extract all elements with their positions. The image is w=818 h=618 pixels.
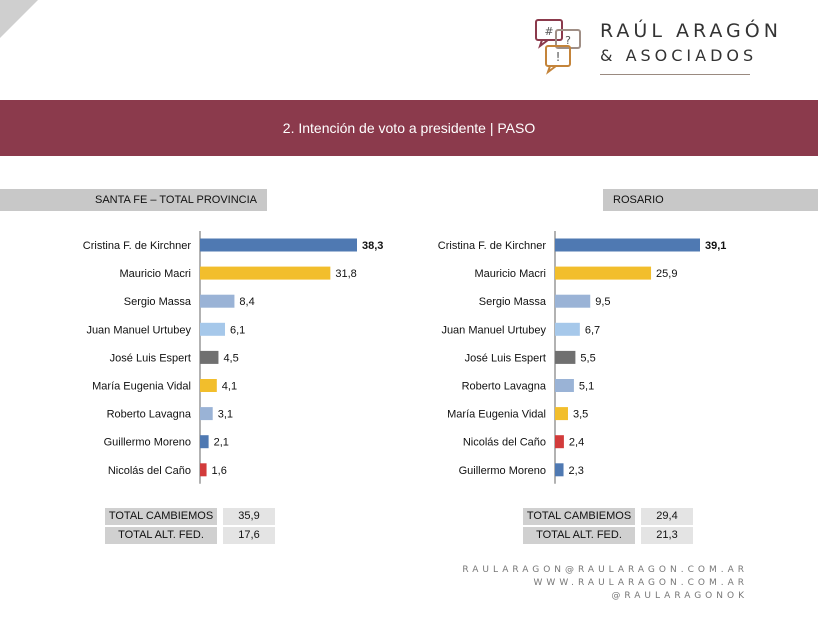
category-label: María Eugenia Vidal bbox=[92, 381, 191, 393]
data-label: 3,1 bbox=[218, 409, 233, 421]
category-label: Nicolás del Caño bbox=[108, 465, 191, 477]
category-label: Juan Manuel Urtubey bbox=[86, 324, 191, 336]
category-label: José Luis Espert bbox=[110, 352, 191, 364]
bar bbox=[555, 379, 574, 392]
brand-name-line1: RAÚL ARAGÓN bbox=[600, 20, 782, 42]
category-label: Mauricio Macri bbox=[119, 268, 191, 280]
region-title: SANTA FE – TOTAL PROVINCIA bbox=[95, 194, 257, 206]
category-label: Guillermo Moreno bbox=[104, 437, 191, 449]
bar bbox=[555, 238, 700, 252]
data-label: 8,4 bbox=[239, 296, 254, 308]
category-label: Mauricio Macri bbox=[474, 268, 546, 280]
data-label: 25,9 bbox=[656, 268, 677, 280]
region-title: ROSARIO bbox=[613, 194, 664, 206]
totals-value: 29,4 bbox=[641, 508, 693, 525]
bar bbox=[200, 294, 235, 308]
data-label: 39,1 bbox=[705, 240, 726, 252]
logo-glyph: ? bbox=[565, 34, 571, 47]
region-header-santa-fe: SANTA FE – TOTAL PROVINCIA bbox=[0, 189, 267, 211]
data-label: 5,1 bbox=[579, 381, 594, 393]
brand-name: RAÚL ARAGÓN & ASOCIADOS bbox=[600, 20, 782, 65]
category-label: Guillermo Moreno bbox=[459, 465, 546, 477]
brand-logo: # ? ! RAÚL ARAGÓN & ASOCIADOS bbox=[534, 18, 804, 78]
data-label: 6,1 bbox=[230, 324, 245, 336]
data-label: 38,3 bbox=[362, 240, 383, 252]
page-title: 2. Intención de voto a presidente | PASO bbox=[282, 120, 536, 136]
data-label: 2,1 bbox=[214, 437, 229, 449]
data-label: 2,3 bbox=[569, 465, 584, 477]
corner-decoration bbox=[0, 0, 38, 38]
footer-social: @RAULARAGONOK bbox=[611, 591, 748, 601]
category-label: Cristina F. de Kirchner bbox=[83, 240, 192, 252]
bar bbox=[200, 407, 213, 421]
data-label: 4,5 bbox=[223, 352, 238, 364]
bar bbox=[555, 294, 591, 308]
data-label: 4,1 bbox=[222, 381, 237, 393]
category-label: Juan Manuel Urtubey bbox=[441, 324, 546, 336]
data-label: 1,6 bbox=[212, 465, 227, 477]
logo-glyph: # bbox=[544, 25, 553, 38]
region-header-rosario: ROSARIO bbox=[603, 189, 818, 211]
brand-divider bbox=[600, 74, 750, 75]
category-label: José Luis Espert bbox=[465, 352, 546, 364]
totals-label: TOTAL CAMBIEMOS bbox=[523, 508, 635, 525]
category-label: Roberto Lavagna bbox=[107, 409, 192, 421]
category-label: María Eugenia Vidal bbox=[447, 409, 546, 421]
bar bbox=[200, 266, 331, 280]
totals-value: 17,6 bbox=[223, 527, 275, 544]
bar bbox=[200, 350, 219, 364]
category-label: Roberto Lavagna bbox=[462, 381, 547, 393]
category-label: Nicolás del Caño bbox=[463, 437, 546, 449]
data-label: 3,5 bbox=[573, 409, 588, 421]
footer-email: RAULARAGON@RAULARAGON.COM.AR bbox=[462, 565, 748, 575]
bar bbox=[200, 379, 217, 392]
bar bbox=[555, 435, 564, 449]
category-label: Sergio Massa bbox=[124, 296, 192, 308]
bar bbox=[555, 350, 576, 364]
contact-footer: RAULARAGON@RAULARAGON.COM.AR WWW.RAULARA… bbox=[462, 564, 748, 603]
bar bbox=[200, 322, 226, 336]
totals-value: 21,3 bbox=[641, 527, 693, 544]
bar bbox=[555, 463, 564, 477]
brand-name-line2: & ASOCIADOS bbox=[600, 46, 758, 65]
totals-label: TOTAL CAMBIEMOS bbox=[105, 508, 217, 525]
bar bbox=[200, 238, 357, 252]
bar bbox=[555, 266, 652, 280]
title-band: 2. Intención de voto a presidente | PASO bbox=[0, 100, 818, 156]
data-label: 2,4 bbox=[569, 437, 584, 449]
bar bbox=[555, 407, 568, 421]
bar bbox=[200, 435, 209, 449]
totals-value: 35,9 bbox=[223, 508, 275, 525]
bar bbox=[200, 463, 207, 477]
logo-glyph: ! bbox=[556, 50, 561, 64]
category-label: Sergio Massa bbox=[479, 296, 547, 308]
footer-website: WWW.RAULARAGON.COM.AR bbox=[533, 578, 748, 588]
category-label: Cristina F. de Kirchner bbox=[438, 240, 547, 252]
data-label: 6,7 bbox=[585, 324, 600, 336]
totals-label: TOTAL ALT. FED. bbox=[523, 527, 635, 544]
data-label: 31,8 bbox=[335, 268, 356, 280]
data-label: 9,5 bbox=[595, 296, 610, 308]
speech-bubbles-icon: # ? ! bbox=[535, 19, 581, 75]
totals-label: TOTAL ALT. FED. bbox=[105, 527, 217, 544]
data-label: 5,5 bbox=[580, 352, 595, 364]
bar bbox=[555, 322, 580, 336]
